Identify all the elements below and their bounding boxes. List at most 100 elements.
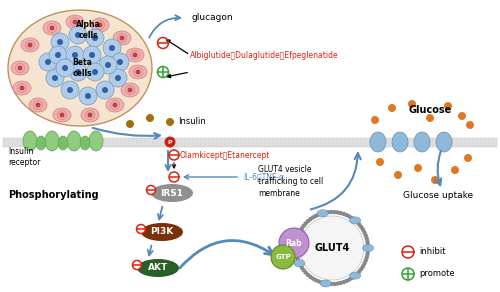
Ellipse shape [89,131,103,151]
Circle shape [132,260,141,270]
Circle shape [75,32,81,38]
Circle shape [136,225,145,234]
Ellipse shape [350,217,360,224]
Circle shape [79,87,97,105]
Circle shape [39,53,57,71]
Circle shape [314,278,318,282]
Circle shape [464,154,472,162]
Text: IL-6，TNF-α: IL-6，TNF-α [243,173,284,182]
FancyArrowPatch shape [172,163,176,168]
FancyArrowPatch shape [310,153,360,209]
Circle shape [336,210,340,215]
Circle shape [130,51,140,60]
Circle shape [308,275,312,279]
Circle shape [92,69,98,75]
Circle shape [110,100,120,110]
Circle shape [306,219,310,223]
FancyArrowPatch shape [184,175,237,179]
Circle shape [300,265,304,270]
Circle shape [362,261,366,266]
Text: P: P [168,140,172,145]
Circle shape [52,75,58,81]
Text: Rab: Rab [286,239,302,248]
Circle shape [62,65,68,71]
Circle shape [342,280,346,284]
Text: Alpha
cells: Alpha cells [76,20,100,40]
Circle shape [279,228,309,258]
Circle shape [326,281,330,286]
Circle shape [86,63,104,81]
Circle shape [308,217,312,221]
Circle shape [366,246,370,250]
Circle shape [302,224,306,228]
Text: Insulin
receptor: Insulin receptor [8,147,40,167]
Ellipse shape [141,223,183,241]
Ellipse shape [43,21,61,35]
Circle shape [34,100,42,110]
Ellipse shape [350,272,360,279]
Text: Insulin: Insulin [178,117,206,126]
Circle shape [357,223,362,227]
Ellipse shape [80,136,90,150]
Circle shape [364,258,368,263]
Ellipse shape [11,61,29,75]
Circle shape [298,263,302,267]
Circle shape [361,227,365,232]
Circle shape [55,52,61,58]
Circle shape [294,254,299,258]
Circle shape [72,20,78,25]
Circle shape [118,34,126,43]
Circle shape [336,281,340,286]
FancyArrowPatch shape [436,151,441,185]
Circle shape [294,251,298,255]
Circle shape [376,158,384,166]
Text: GTP: GTP [275,254,291,260]
Circle shape [300,226,304,231]
Ellipse shape [320,280,331,287]
Circle shape [46,69,64,87]
Circle shape [72,52,78,58]
Ellipse shape [137,259,179,277]
Text: Glucose uptake: Glucose uptake [403,190,473,199]
Ellipse shape [8,10,152,126]
Circle shape [366,249,370,253]
Circle shape [364,255,369,260]
Circle shape [362,230,366,235]
Ellipse shape [414,132,430,152]
Circle shape [58,110,66,119]
Circle shape [296,235,300,239]
Circle shape [352,218,357,222]
Ellipse shape [36,136,46,150]
Circle shape [115,75,121,81]
Circle shape [388,104,396,112]
Circle shape [364,236,369,241]
Ellipse shape [126,48,144,62]
Ellipse shape [317,210,328,217]
Circle shape [128,88,132,93]
Ellipse shape [436,132,452,152]
Ellipse shape [29,98,47,112]
Circle shape [61,81,79,99]
Circle shape [120,36,124,41]
Text: Albiglutide，Dulaglutide，Efpeglenatide: Albiglutide，Dulaglutide，Efpeglenatide [190,51,338,60]
Circle shape [85,93,91,99]
Circle shape [355,220,360,225]
Circle shape [329,282,334,286]
Circle shape [60,112,64,117]
Circle shape [322,211,327,215]
Ellipse shape [21,38,39,52]
Ellipse shape [113,31,131,45]
Circle shape [458,112,466,120]
Circle shape [136,69,140,74]
Circle shape [350,216,354,220]
Circle shape [352,274,357,278]
Circle shape [366,246,370,250]
Circle shape [342,212,346,216]
Ellipse shape [66,15,84,29]
Text: IRS1: IRS1 [160,189,184,197]
Circle shape [394,171,402,179]
Ellipse shape [129,65,147,79]
Text: inhibit: inhibit [419,248,446,256]
Circle shape [302,268,306,272]
Circle shape [316,212,321,217]
